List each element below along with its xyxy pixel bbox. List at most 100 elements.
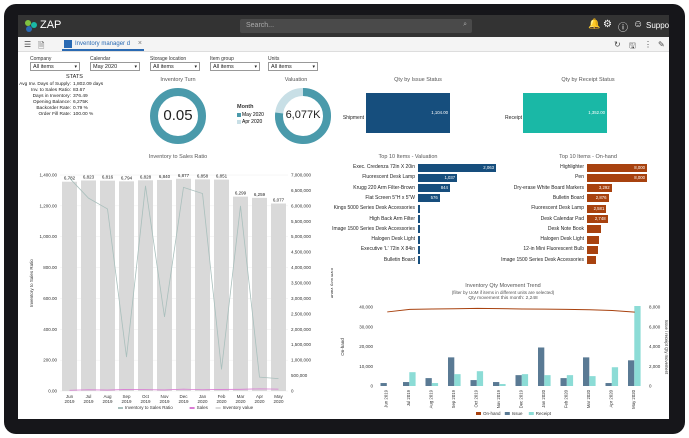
filter-label: Units <box>268 56 280 62</box>
gear-icon[interactable]: ⚙ <box>603 19 612 30</box>
top-item-bar[interactable]: 3,292 <box>587 184 612 193</box>
inventory-value-bar[interactable] <box>176 178 191 391</box>
x-tick-label: 2019 <box>159 399 170 404</box>
inventory-turn-title: Inventory Turn <box>160 77 196 83</box>
top-item-bar[interactable] <box>418 245 420 254</box>
inventory-value-bar[interactable] <box>271 203 286 391</box>
top-item-bar[interactable]: 2,581 <box>587 204 607 213</box>
top-item-bar[interactable]: 2,748 <box>587 215 608 223</box>
refresh-icon[interactable]: ↻ <box>614 40 621 49</box>
receipt-bar[interactable] <box>521 374 529 386</box>
close-icon[interactable]: × <box>137 40 142 47</box>
receipt-bar[interactable] <box>589 376 596 386</box>
receipt-bar[interactable] <box>476 371 484 386</box>
top-item-bar[interactable]: 8,000 <box>587 173 647 182</box>
receipt-bar[interactable] <box>611 367 619 386</box>
top-item-bar[interactable] <box>418 225 420 234</box>
edit-icon[interactable]: ✎ <box>658 40 665 49</box>
valuation-value: 6,077K <box>285 109 321 121</box>
document-icon[interactable]: 🗎 <box>38 41 45 50</box>
top-item-bar[interactable] <box>418 235 420 244</box>
receipt-bar[interactable] <box>409 372 416 386</box>
filter-select[interactable]: All items ▾ <box>30 62 80 71</box>
top-item-bar[interactable]: 1,037 <box>418 173 458 182</box>
filter-select[interactable]: All items ▾ <box>210 62 260 71</box>
top-item-bar[interactable]: 2,876 <box>587 194 609 203</box>
x-tick-label: Jun 2019 <box>383 389 388 407</box>
top-item-bar[interactable] <box>587 256 596 265</box>
top-item-bar[interactable]: 576 <box>418 194 440 203</box>
issue-bar[interactable] <box>493 382 500 386</box>
top-item-bar[interactable] <box>587 245 599 254</box>
top-item-bar[interactable] <box>418 256 420 265</box>
filter-select[interactable]: All items ▾ <box>268 62 318 71</box>
x-tick-label: 2020 <box>235 399 246 404</box>
top-item-value: 2,748 <box>594 216 606 221</box>
inventory-value-bar[interactable] <box>195 179 210 391</box>
inventory-value-bar[interactable] <box>138 180 153 391</box>
issue-bar[interactable] <box>403 382 410 386</box>
receipt-bar[interactable] <box>499 384 506 386</box>
bell-icon[interactable]: 🔔 <box>588 19 601 30</box>
filter-select[interactable]: All items ▾ <box>150 62 200 71</box>
inventory-value-bar[interactable] <box>81 180 96 391</box>
more-icon[interactable]: ⋮ <box>644 40 652 49</box>
issue-bar[interactable] <box>515 375 522 386</box>
top-item-label: Fluorescent Desk Lamp <box>531 205 584 212</box>
receipt-bar[interactable] <box>431 383 439 386</box>
save-icon[interactable]: 🖫 <box>629 41 636 50</box>
issue-bar[interactable] <box>560 378 567 386</box>
inventory-value-bar[interactable] <box>214 179 229 391</box>
receipt-bar[interactable] <box>566 375 574 386</box>
inventory-value-bar[interactable] <box>252 197 267 391</box>
receipt-bar[interactable] <box>454 374 461 386</box>
movement-chart-title: Inventory Qty Movement Trend <box>465 283 541 289</box>
inventory-value-bar[interactable] <box>157 179 172 391</box>
receipt-bar[interactable] <box>634 306 641 386</box>
top-item-bar[interactable] <box>418 204 420 213</box>
chevron-down-icon: ▾ <box>134 64 137 70</box>
top-item-bar[interactable] <box>587 225 601 234</box>
inventory-value-bar[interactable] <box>100 180 115 391</box>
issue-bar[interactable] <box>425 378 432 386</box>
filter-select[interactable]: May 2020 ▾ <box>90 62 140 71</box>
inventory-value-bar[interactable] <box>233 196 248 391</box>
top-item-bar[interactable]: 8,000 <box>587 163 647 172</box>
issue-bar[interactable] <box>583 357 590 386</box>
top-item-label: Krugg 220 Arm Filter-Brown <box>353 184 415 191</box>
y2-tick-label: 2,000,000 <box>291 327 312 332</box>
zap-logo-icon <box>25 20 37 32</box>
legend-swatch <box>237 112 241 117</box>
inventory-value-bar[interactable] <box>62 181 77 391</box>
search-input[interactable]: Search... ⌕ <box>240 19 472 33</box>
issue-bar[interactable] <box>470 380 477 386</box>
top-item-value: 2,876 <box>595 195 607 201</box>
hamburger-menu-icon[interactable]: ☰ <box>24 40 32 49</box>
help-icon[interactable]: ⓘ <box>618 23 628 34</box>
x-tick-label: Dec 2019 <box>518 389 523 408</box>
tab-inventory-manager[interactable]: Inventory manager d × <box>62 38 144 51</box>
x-tick-label: 2019 <box>64 399 75 404</box>
issue-bar[interactable] <box>380 383 387 386</box>
bar-data-label: 6,877 <box>178 173 190 178</box>
issue-bar[interactable] <box>538 347 545 386</box>
issue-bar[interactable] <box>628 360 635 386</box>
issue-bar[interactable] <box>448 357 455 386</box>
support-link[interactable]: Support <box>646 21 669 30</box>
legend-label: Sales <box>197 405 209 410</box>
top-item-value: 8,000 <box>634 174 645 180</box>
inventory-value-bar[interactable] <box>119 181 134 391</box>
user-avatar-icon[interactable]: ☺ <box>633 19 644 30</box>
top-item-bar[interactable]: 844 <box>418 184 450 193</box>
top-item-value: 844 <box>440 185 448 191</box>
receipt-bar[interactable] <box>544 375 551 386</box>
qty-issue-bar[interactable]: 1,104.00 <box>366 93 450 133</box>
y2-tick-label: 6,000,000 <box>291 203 312 208</box>
qty-receipt-bar[interactable]: 1,352.00 <box>523 93 607 133</box>
top-item-bar[interactable] <box>587 235 599 244</box>
y2-tick-label: 5,000,000 <box>291 234 312 239</box>
top-item-bar[interactable] <box>418 215 420 223</box>
top-item-bar[interactable]: 2,063 <box>418 163 496 172</box>
legend-label: Inventory to Sales Ratio <box>125 405 173 410</box>
issue-bar[interactable] <box>605 383 612 386</box>
